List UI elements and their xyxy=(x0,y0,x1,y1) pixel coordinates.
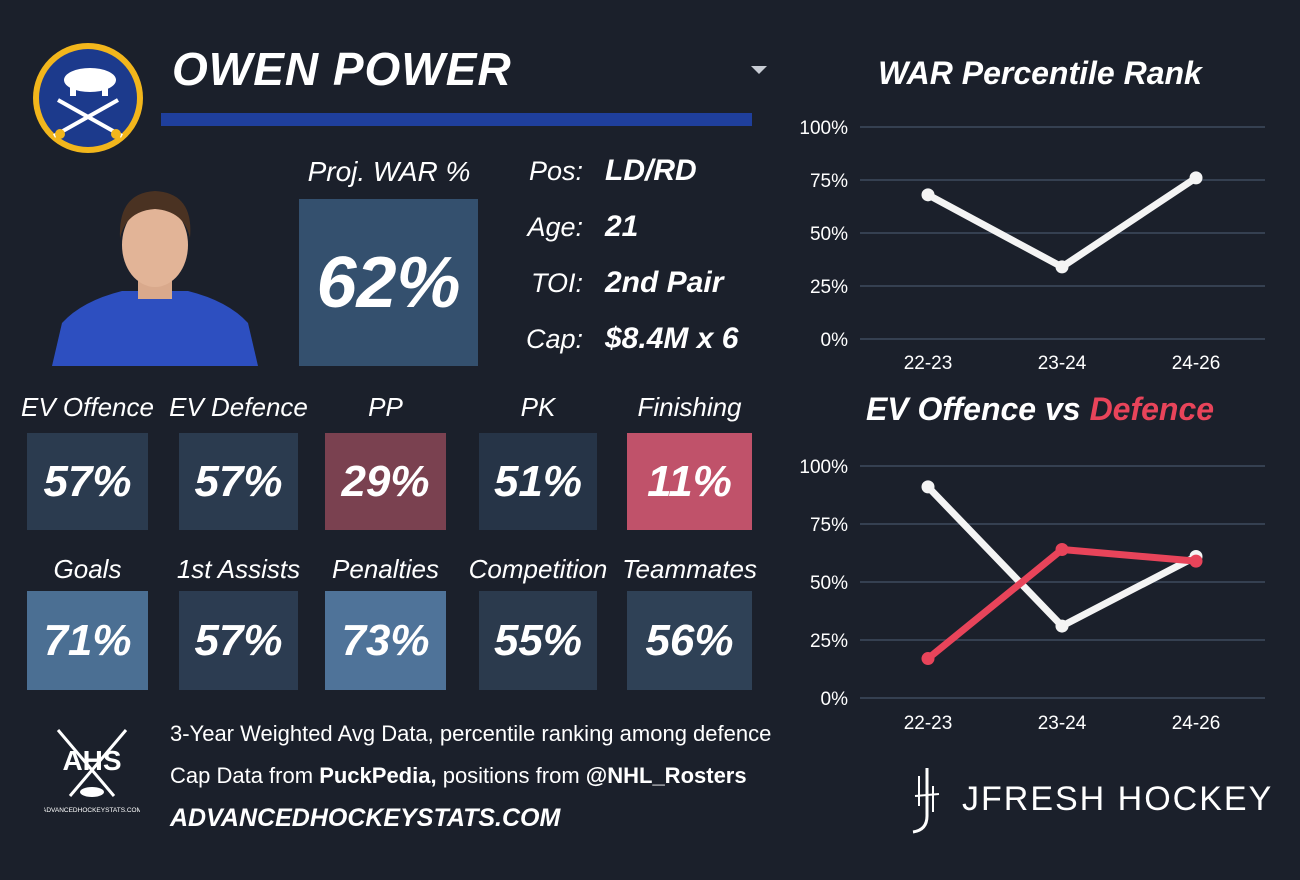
chart-title-text: EV Offence vs xyxy=(866,391,1081,427)
stat-value: 11% xyxy=(627,433,752,530)
ahs-caption: ADVANCEDHOCKEYSTATS.COM xyxy=(44,807,140,814)
series-line xyxy=(926,174,1198,271)
data-point xyxy=(1189,554,1203,568)
data-point xyxy=(921,652,935,666)
stat-label: EV Offence xyxy=(21,392,154,422)
y-tick-label: 100% xyxy=(799,457,848,478)
stat-value: 71% xyxy=(27,591,148,690)
y-tick-label: 50% xyxy=(810,573,848,594)
x-tick-label: 23-24 xyxy=(1038,713,1087,734)
info-value: $8.4M x 6 xyxy=(605,322,739,355)
info-value: 2nd Pair xyxy=(605,266,724,299)
stat-label: Teammates xyxy=(622,554,757,584)
stat-value: 29% xyxy=(325,433,446,530)
pos-source: @NHL_Rosters xyxy=(585,763,747,788)
proj-war-label: Proj. WAR % xyxy=(307,156,471,187)
data-point xyxy=(921,480,935,494)
player-name: OWEN POWER xyxy=(172,43,512,95)
proj-war-value: 62% xyxy=(299,199,478,366)
chart-title: EV Offence vs Defence xyxy=(866,391,1214,427)
footer-sources: Cap Data from PuckPedia, positions from … xyxy=(170,763,747,789)
chart-title-highlight: Defence xyxy=(1090,391,1215,427)
cap-prefix: Cap Data from xyxy=(170,763,314,788)
player-photo xyxy=(52,191,258,366)
ahs-label: AHS xyxy=(62,745,121,776)
brand-logo xyxy=(912,768,940,834)
data-point xyxy=(921,188,935,202)
footer-note: 3-Year Weighted Avg Data, percentile ran… xyxy=(170,721,772,746)
y-tick-label: 0% xyxy=(821,330,849,351)
data-point xyxy=(1055,543,1069,557)
stat-value: 57% xyxy=(27,433,148,530)
footer-url: ADVANCEDHOCKEYSTATS.COM xyxy=(170,804,561,832)
stat-value: 57% xyxy=(179,591,298,690)
stat-label: Penalties xyxy=(332,554,439,584)
stat-value: 55% xyxy=(479,591,597,690)
x-tick-label: 23-24 xyxy=(1038,353,1087,374)
data-point xyxy=(1189,171,1203,185)
y-tick-label: 0% xyxy=(821,689,849,710)
stat-label: Goals xyxy=(53,554,122,584)
chart-title-text: WAR Percentile Rank xyxy=(878,55,1204,91)
stat-value: 57% xyxy=(179,433,298,530)
info-label: Cap: xyxy=(525,324,583,354)
stat-value: 73% xyxy=(325,591,446,690)
series-line xyxy=(925,546,1197,662)
y-tick-label: 25% xyxy=(810,631,848,652)
team-logo xyxy=(33,43,143,153)
y-tick-label: 50% xyxy=(810,224,848,245)
y-tick-label: 100% xyxy=(799,118,848,139)
pos-prefix: positions from xyxy=(442,763,580,788)
name-underline xyxy=(161,113,752,126)
info-value: 21 xyxy=(605,210,639,243)
stat-value: 51% xyxy=(479,433,597,530)
stat-label: EV Defence xyxy=(169,392,308,422)
y-tick-label: 75% xyxy=(810,171,848,192)
x-tick-label: 24-26 xyxy=(1172,353,1221,374)
data-point xyxy=(1055,619,1069,633)
stat-label: PK xyxy=(520,392,556,422)
y-tick-label: 75% xyxy=(810,515,848,536)
chart-title: WAR Percentile Rank xyxy=(878,55,1204,91)
info-label: Age: xyxy=(527,212,583,242)
stat-label: Finishing xyxy=(637,392,742,422)
stat-label: 1st Assists xyxy=(176,554,301,584)
info-label: TOI: xyxy=(530,268,583,298)
info-value: LD/RD xyxy=(605,154,697,187)
stat-value: 56% xyxy=(627,591,752,690)
stat-label: Competition xyxy=(468,554,608,584)
info-label: Pos: xyxy=(528,156,583,186)
x-tick-label: 24-26 xyxy=(1172,713,1221,734)
ahs-logo: AHS ADVANCEDHOCKEYSTATS.COM xyxy=(44,729,140,814)
stat-label: PP xyxy=(368,392,403,422)
brand-name: JFRESH HOCKEY xyxy=(962,780,1274,818)
player-dropdown[interactable] xyxy=(750,64,768,76)
x-tick-label: 22-23 xyxy=(904,713,953,734)
data-point xyxy=(1055,260,1069,274)
cap-source: PuckPedia, xyxy=(319,763,437,788)
x-tick-label: 22-23 xyxy=(904,353,953,374)
y-tick-label: 25% xyxy=(810,277,848,298)
